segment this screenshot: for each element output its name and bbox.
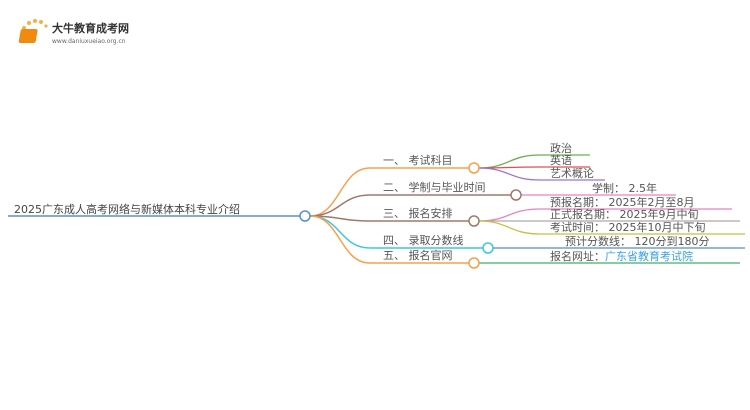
leaf-label: 英语 (550, 153, 572, 167)
leaf-topic[interactable]: 英语 (550, 153, 572, 167)
leaf-label: 预报名期： 2025年2月至8月 (550, 195, 695, 209)
branch-edge (309, 167, 469, 217)
leaf-label: 艺术概论 (550, 166, 594, 180)
logo-book-icon (18, 19, 48, 43)
branch-collapse-toggle[interactable] (468, 162, 480, 174)
leaf-label: 学制： 2.5年 (592, 181, 657, 195)
branch-collapse-toggle[interactable] (468, 257, 480, 269)
branch-collapse-toggle[interactable] (510, 189, 522, 201)
branch-collapse-toggle[interactable] (468, 215, 480, 227)
branch-topic[interactable]: 五、 报名官网 (383, 248, 453, 262)
leaf-topic[interactable]: 政治 (550, 141, 572, 155)
leaf-topic[interactable]: 报名网址：广东省教育考试院 (550, 249, 693, 263)
branch-topic[interactable]: 一、 考试科目 (383, 153, 453, 167)
exam-authority-link[interactable]: 广东省教育考试院 (605, 249, 693, 263)
branch-topic[interactable]: 三、 报名安排 (383, 206, 453, 220)
root-collapse-toggle[interactable] (299, 210, 311, 222)
branch-edge (309, 194, 511, 217)
branch-topic[interactable]: 四、 录取分数线 (383, 233, 464, 247)
leaf-topic[interactable]: 预报名期： 2025年2月至8月 (550, 195, 695, 209)
leaf-edge (478, 167, 605, 181)
leaf-label: 预计分数线： 120分到180分 (565, 234, 710, 248)
root-topic[interactable]: 2025广东成人高考网络与新媒体本科专业介绍 (14, 202, 240, 216)
leaf-label: 报名网址： (550, 249, 605, 263)
leaf-topic[interactable]: 预计分数线： 120分到180分 (565, 234, 710, 248)
logo-url: www.daniuxueiao.org.cn (52, 38, 126, 45)
branch-topic[interactable]: 二、 学制与毕业时间 (383, 180, 486, 194)
leaf-topic[interactable]: 艺术概论 (550, 166, 594, 180)
leaf-label: 政治 (550, 141, 572, 155)
logo: 大牛教育成考网 www.daniuxueiao.org.cn (18, 19, 129, 45)
branch-edge (309, 215, 469, 264)
logo-title: 大牛教育成考网 (52, 21, 129, 35)
leaf-edge (478, 220, 745, 235)
branch-edge (309, 215, 469, 222)
leaf-topic[interactable]: 学制： 2.5年 (592, 181, 657, 195)
leaf-topic[interactable]: 考试时间： 2025年10月中下旬 (550, 220, 706, 234)
branch-collapse-toggle[interactable] (482, 242, 494, 254)
leaf-topic[interactable]: 正式报名期： 2025年9月中旬 (550, 207, 699, 221)
leaf-label: 考试时间： 2025年10月中下旬 (550, 220, 706, 234)
leaf-label: 正式报名期： 2025年9月中旬 (550, 207, 699, 221)
